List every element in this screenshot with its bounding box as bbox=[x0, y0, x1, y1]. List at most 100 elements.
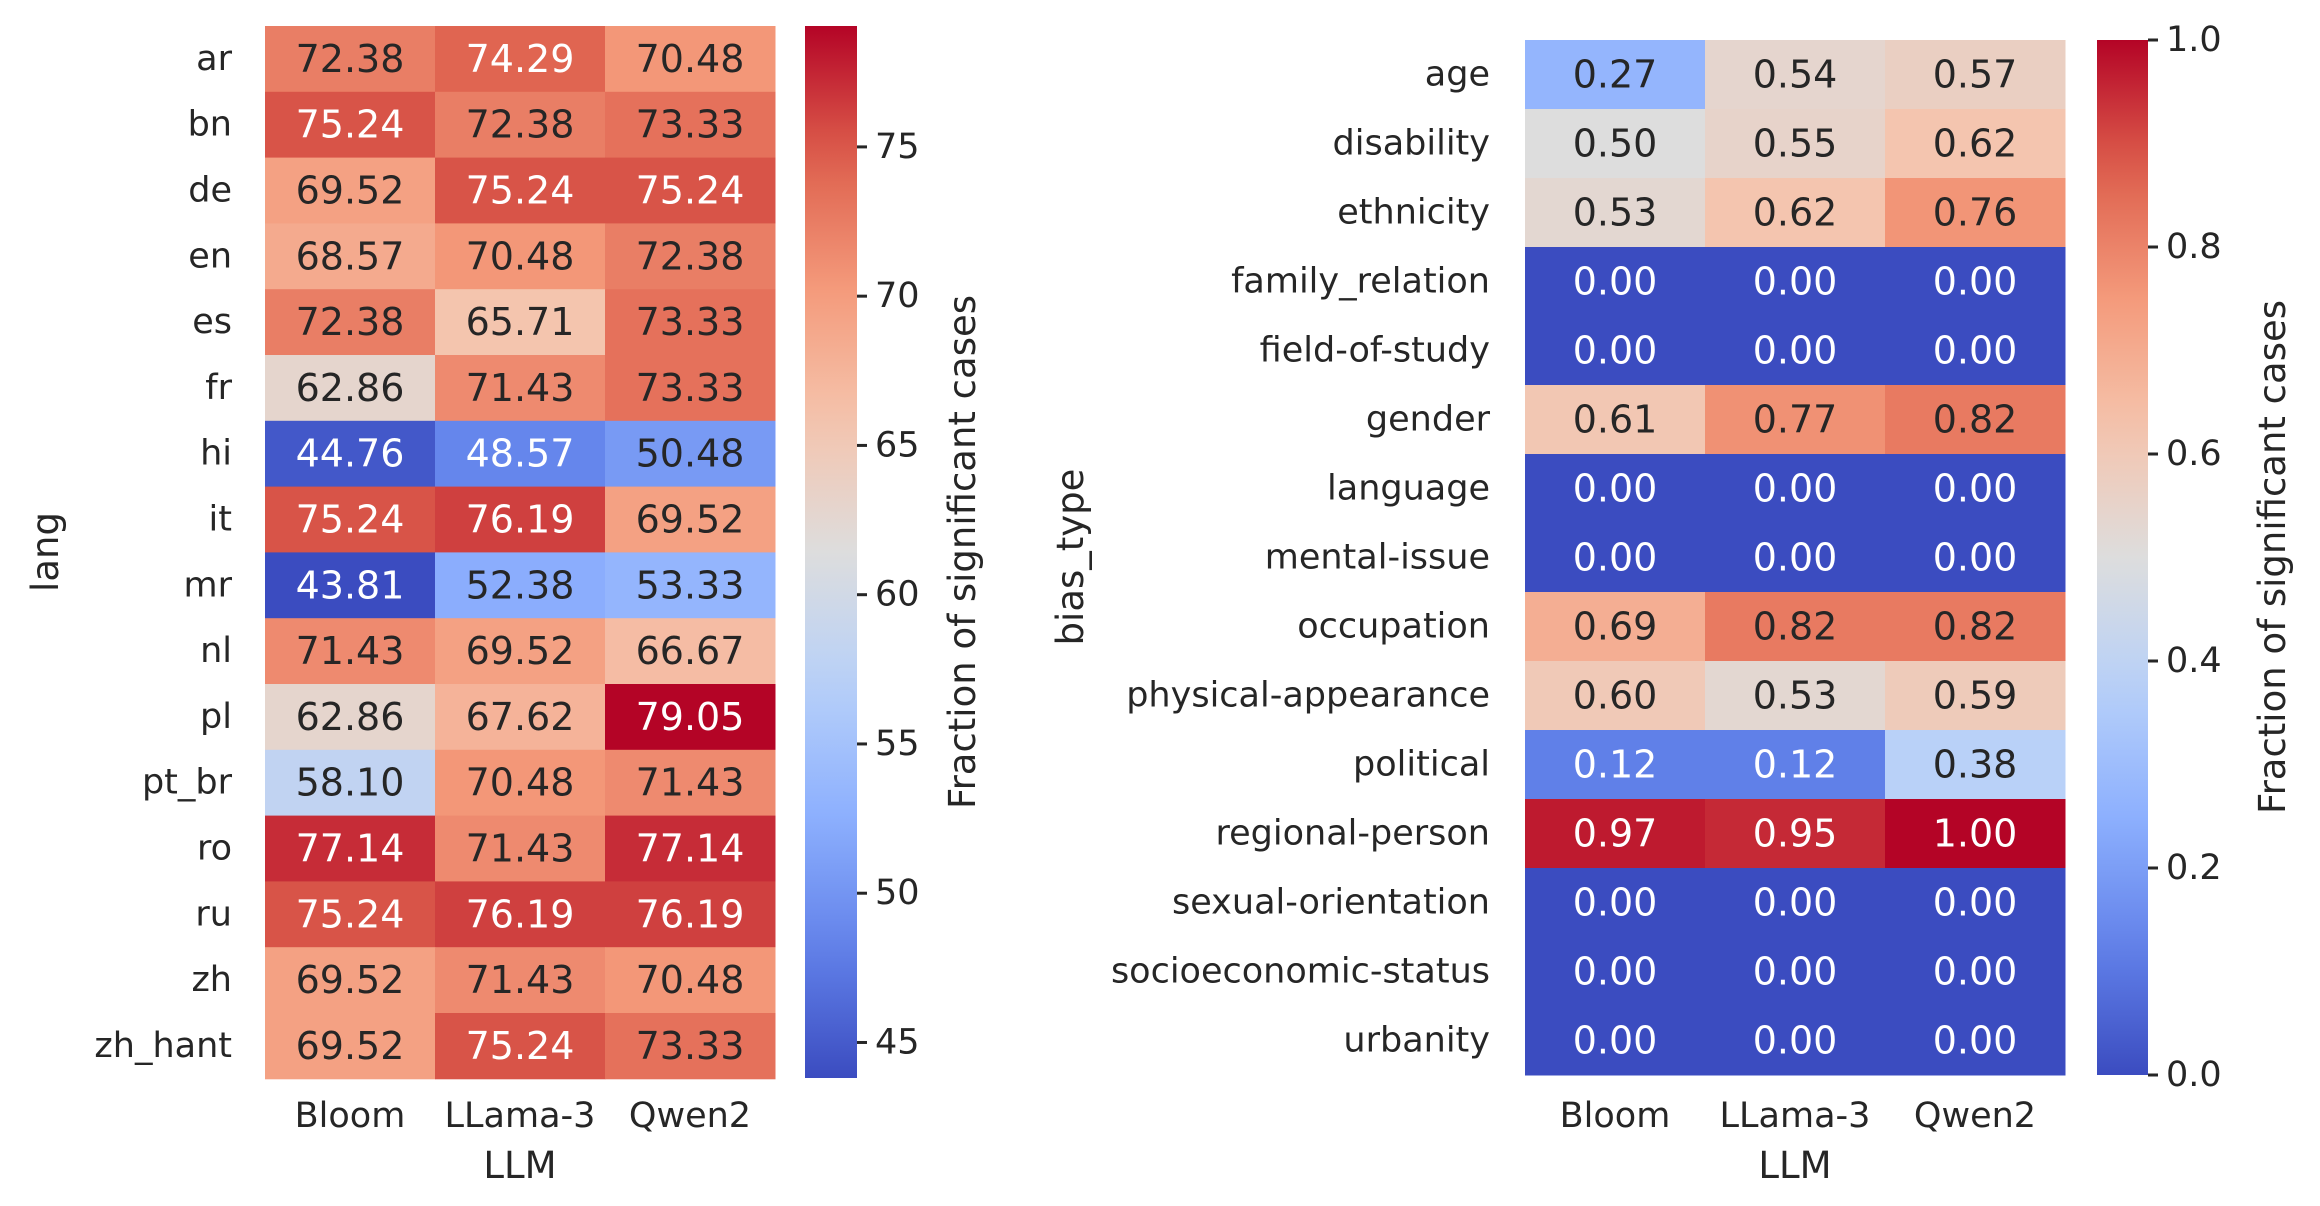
heatmap-cell bbox=[1525, 592, 1706, 662]
heatmap-cell bbox=[605, 26, 776, 93]
heatmap-cell bbox=[605, 881, 776, 948]
y-tick-label: fr bbox=[205, 368, 232, 408]
cell-value-label: 73.33 bbox=[636, 103, 745, 147]
cell-value-label: 0.00 bbox=[1753, 881, 1838, 925]
heatmap-cell bbox=[1705, 937, 1886, 1007]
heatmap-cell bbox=[1525, 40, 1706, 110]
x-axis-label: LLM bbox=[1758, 1144, 1831, 1187]
heatmap-cell bbox=[435, 355, 606, 422]
cell-value-label: 0.53 bbox=[1573, 191, 1658, 235]
heatmap-cell bbox=[265, 486, 436, 553]
heatmap-cell bbox=[265, 157, 436, 224]
x-tick-label: LLama-3 bbox=[445, 1096, 596, 1136]
heatmap-cells bbox=[1525, 40, 2066, 1076]
cell-value-label: 75.24 bbox=[636, 169, 745, 213]
heatmap-cell bbox=[265, 355, 436, 422]
heatmap-cell bbox=[1885, 178, 2066, 248]
heatmap-cell bbox=[265, 684, 436, 751]
heatmap-cell bbox=[1885, 799, 2066, 869]
heatmap-cell bbox=[435, 749, 606, 817]
y-tick-label: it bbox=[209, 500, 232, 540]
heatmap-cell bbox=[435, 26, 606, 93]
cell-value-label: 66.67 bbox=[636, 629, 745, 673]
y-tick-label: es bbox=[192, 302, 232, 342]
heatmap-cell bbox=[1885, 247, 2066, 317]
cell-value-label: 75.24 bbox=[296, 498, 405, 542]
heatmap-cell bbox=[1885, 40, 2066, 110]
cell-value-label: 76.19 bbox=[466, 892, 575, 936]
cell-value-label: 0.54 bbox=[1753, 53, 1838, 97]
cell-value-label: 71.43 bbox=[296, 629, 405, 673]
cell-value-label: 58.10 bbox=[296, 761, 405, 805]
heatmap-cell bbox=[1525, 316, 1706, 386]
heatmap-cell bbox=[1705, 523, 1886, 593]
cell-value-label: 72.38 bbox=[296, 300, 405, 344]
x-axis-label: LLM bbox=[483, 1144, 556, 1187]
heatmap-cell bbox=[1705, 385, 1886, 455]
heatmap-cell bbox=[1525, 247, 1706, 317]
x-tick-label: Bloom bbox=[295, 1096, 406, 1136]
cell-value-label: 0.00 bbox=[1753, 1019, 1838, 1063]
colorbar: 0.0 0.2 0.4 0.6 0.8 1.0 bbox=[2097, 20, 2222, 1095]
heatmap-cell bbox=[435, 157, 606, 224]
cell-value-label: 0.97 bbox=[1573, 812, 1658, 856]
cell-value-label: 48.57 bbox=[466, 432, 575, 476]
cell-value-label: 0.95 bbox=[1753, 812, 1838, 856]
heatmap-cell bbox=[435, 552, 606, 619]
heatmap-cell bbox=[1525, 454, 1706, 524]
y-tick-label: occupation bbox=[1297, 607, 1490, 647]
heatmap-cell bbox=[265, 749, 436, 817]
heatmap-cell bbox=[265, 552, 436, 619]
heatmap-cell bbox=[265, 26, 436, 93]
heatmap-cell bbox=[1885, 592, 2066, 662]
cell-value-label: 68.57 bbox=[296, 234, 405, 278]
cell-value-label: 0.82 bbox=[1753, 605, 1838, 649]
colorbar-tick-label: 45 bbox=[875, 1022, 920, 1062]
cell-value-label: 71.43 bbox=[636, 761, 745, 805]
cell-value-label: 74.29 bbox=[466, 37, 575, 81]
heatmap-cell bbox=[435, 420, 606, 488]
heatmap-cell bbox=[1705, 799, 1886, 869]
colorbar-tick-label: 70 bbox=[875, 276, 920, 316]
y-tick-label: hi bbox=[200, 434, 232, 474]
heatmap-cell bbox=[435, 684, 606, 751]
cell-value-label: 43.81 bbox=[296, 563, 405, 607]
heatmap-cell bbox=[435, 486, 606, 553]
y-tick-label: sexual-orientation bbox=[1172, 883, 1490, 923]
y-tick-label: en bbox=[188, 236, 232, 276]
heatmap-cell bbox=[1705, 316, 1886, 386]
heatmap-cell bbox=[605, 947, 776, 1014]
heatmap-cell bbox=[605, 815, 776, 882]
heatmap-cell-labels: 72.38 74.29 70.48 75.24 72.38 73.33 69.52 75.24… bbox=[296, 37, 745, 1068]
heatmap-cell bbox=[435, 881, 606, 948]
heatmap-cell bbox=[265, 815, 436, 882]
cell-value-label: 0.00 bbox=[1573, 950, 1658, 994]
y-tick-label: urbanity bbox=[1343, 1021, 1490, 1061]
heatmap-cell bbox=[1525, 178, 1706, 248]
cell-value-label: 69.52 bbox=[296, 958, 405, 1002]
y-tick-label: gender bbox=[1366, 400, 1491, 440]
cell-value-label: 69.52 bbox=[466, 629, 575, 673]
cell-value-label: 69.52 bbox=[296, 1024, 405, 1068]
colorbar-tick-label: 0.8 bbox=[2166, 227, 2222, 267]
heatmap-cell bbox=[605, 157, 776, 224]
heatmap-cell bbox=[1705, 868, 1886, 938]
cell-value-label: 0.59 bbox=[1933, 674, 2018, 718]
heatmap-cell bbox=[1885, 109, 2066, 179]
cell-value-label: 0.27 bbox=[1573, 53, 1658, 97]
cell-value-label: 0.00 bbox=[1573, 536, 1658, 580]
cell-value-label: 65.71 bbox=[466, 300, 575, 344]
cell-value-label: 44.76 bbox=[296, 432, 405, 476]
colorbar-tick-label: 0.4 bbox=[2166, 641, 2222, 681]
heatmap-cell bbox=[1525, 523, 1706, 593]
heatmap-cell bbox=[265, 420, 436, 488]
y-tick-label: nl bbox=[200, 631, 232, 671]
y-tick-labels: age disability ethnicity family_relationfie… bbox=[1111, 55, 1491, 1061]
cell-value-label: 0.00 bbox=[1573, 1019, 1658, 1063]
cell-value-label: 0.00 bbox=[1933, 467, 2018, 511]
cell-value-label: 75.24 bbox=[466, 169, 575, 213]
y-tick-label: ro bbox=[197, 829, 232, 869]
colorbar-tick-label: 60 bbox=[875, 575, 920, 615]
y-tick-label: regional-person bbox=[1216, 814, 1490, 854]
heatmap-cell bbox=[1705, 1006, 1886, 1076]
